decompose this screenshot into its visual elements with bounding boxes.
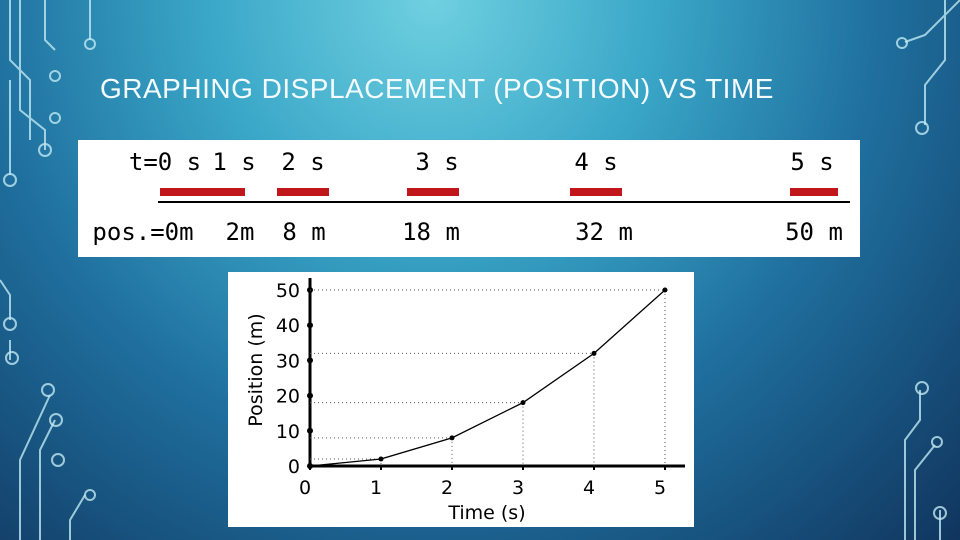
cart	[570, 188, 622, 196]
x-axis-label: Time (s)	[447, 502, 525, 524]
x-tick-label: 1	[370, 477, 382, 499]
y-tick-label: 0	[288, 456, 300, 478]
y-tick-label: 20	[276, 386, 300, 408]
time-label: 4 s	[574, 148, 617, 176]
cart	[197, 188, 245, 196]
cart	[407, 188, 459, 196]
slide-title: GRAPHING DISPLACEMENT (POSITION) VS TIME	[100, 73, 774, 104]
cart	[277, 188, 329, 196]
position-label: pos.=0m	[92, 218, 193, 246]
cart	[160, 188, 198, 196]
x-tick-label: 3	[512, 477, 524, 499]
y-tick	[307, 357, 313, 364]
x-tick-label: 2	[441, 477, 453, 499]
y-tick	[307, 392, 313, 399]
time-label: 3 s	[415, 148, 458, 176]
x-tick-label: 4	[583, 477, 595, 499]
chart-panel	[228, 272, 694, 527]
timeline-panel	[78, 140, 860, 257]
x-tick-label: 0	[299, 477, 311, 499]
time-label: 2 s	[281, 148, 324, 176]
y-tick	[307, 322, 313, 329]
chart: 0 10 20 30 40 50 0 1 2 3 4 5 Time (s) Position (m)	[245, 278, 685, 524]
carts	[160, 188, 838, 196]
curve	[309, 289, 666, 467]
y-tick-label: 30	[276, 350, 300, 372]
y-axis-label: Position (m)	[245, 313, 267, 426]
y-tick-label: 40	[276, 315, 300, 337]
position-label: 50 m	[785, 218, 843, 246]
cart	[790, 188, 838, 196]
y-tick-label: 50	[276, 280, 300, 302]
time-label: 1 s	[212, 148, 255, 176]
x-tick-label: 5	[654, 477, 666, 499]
time-label: 5 s	[790, 148, 833, 176]
position-label: 32 m	[575, 218, 633, 246]
position-label: 2m	[226, 218, 255, 246]
y-tick	[307, 427, 313, 434]
position-label: 18 m	[402, 218, 460, 246]
position-label: 8 m	[282, 218, 325, 246]
time-label: t=0 s	[129, 148, 201, 176]
y-tick-label: 10	[276, 421, 300, 443]
